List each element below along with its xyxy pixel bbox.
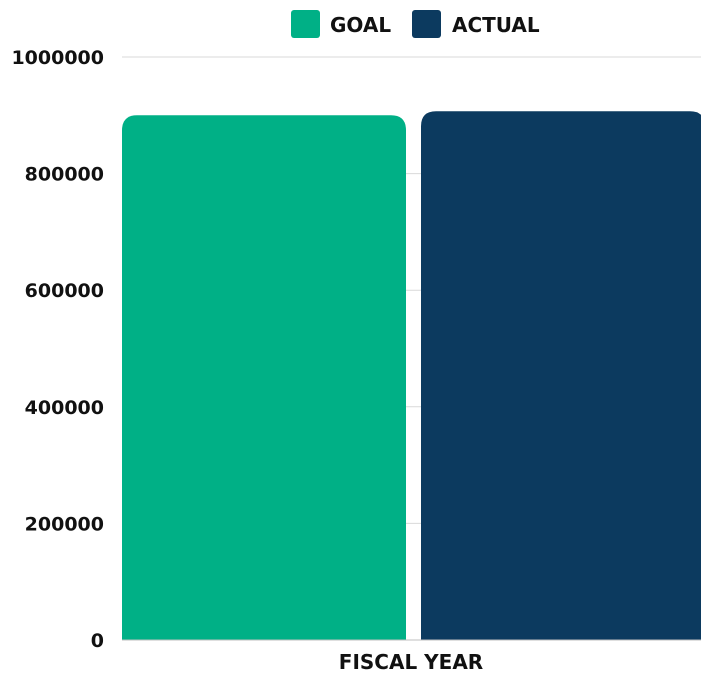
y-tick-label: 1000000 <box>11 47 104 69</box>
y-tick-label: 0 <box>91 630 104 652</box>
y-tick-label: 600000 <box>25 280 104 302</box>
legend-label-goal: GOAL <box>330 13 391 37</box>
bars <box>122 111 701 641</box>
y-tick-label: 400000 <box>25 397 104 419</box>
legend: GOAL ACTUAL <box>291 10 540 38</box>
bar-actual <box>421 111 701 640</box>
legend-label-actual: ACTUAL <box>452 13 540 37</box>
y-axis-tick-labels: 0 200000 400000 600000 800000 1000000 <box>11 47 104 652</box>
bar-goal <box>122 115 406 641</box>
legend-swatch-actual <box>412 10 441 38</box>
legend-swatch-goal <box>291 10 320 38</box>
y-tick-label: 800000 <box>25 164 104 186</box>
x-category-label: FISCAL YEAR <box>339 650 483 674</box>
y-tick-label: 200000 <box>25 513 104 535</box>
